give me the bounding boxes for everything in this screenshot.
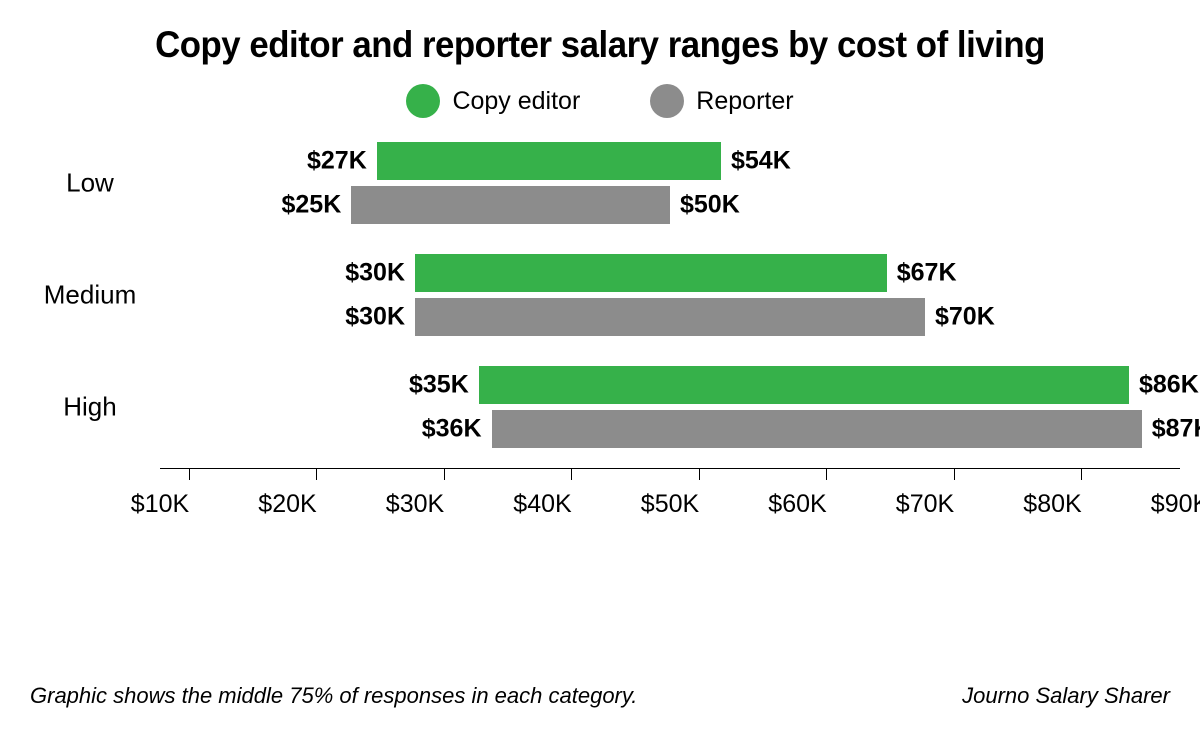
bar-high-label: $54K [731, 147, 791, 176]
tick-mark [699, 468, 700, 480]
range-bar [377, 142, 721, 180]
bar-high-label: $87K [1152, 415, 1200, 444]
salary-range-chart: Copy editor and reporter salary ranges b… [0, 0, 1200, 731]
tick-mark [954, 468, 955, 480]
category-label: Medium [30, 280, 150, 311]
axis-tick: $40K [543, 468, 601, 519]
range-bar [492, 410, 1142, 448]
group-high: High$35K$86K$36K$87K [160, 366, 1180, 448]
axis-tick: $80K [1053, 468, 1111, 519]
bar-row: $36K$87K [160, 410, 1180, 448]
group-low: Low$27K$54K$25K$50K [160, 142, 1180, 224]
bar-row: $30K $67K [160, 254, 1180, 292]
legend-item-copy-editor: Copy editor [406, 84, 580, 118]
legend-swatch-icon [650, 84, 684, 118]
tick-mark [189, 468, 190, 480]
group-medium: Medium$30K$67K$30K$70K [160, 254, 1180, 336]
bar-low-label: $35K [409, 371, 469, 400]
tick-mark [316, 468, 317, 480]
range-bar [415, 298, 925, 336]
bar-high-label: $70K [935, 303, 995, 332]
tick-mark [444, 468, 445, 480]
range-bar [479, 366, 1129, 404]
tick-label: $50K [641, 490, 699, 519]
legend-label: Copy editor [452, 87, 580, 116]
bar-low-label: $30K [345, 259, 405, 288]
tick-label: $30K [386, 490, 444, 519]
tick-label: $70K [896, 490, 954, 519]
category-label: Low [30, 168, 150, 199]
footer-note: Graphic shows the middle 75% of response… [30, 683, 637, 709]
tick-label: $20K [258, 490, 316, 519]
bar-row: $25K $50K [160, 186, 1180, 224]
tick-label: $10K [131, 490, 189, 519]
axis-tick: $50K [670, 468, 728, 519]
tick-mark [571, 468, 572, 480]
axis-tick: $20K [288, 468, 346, 519]
tick-label: $40K [513, 490, 571, 519]
axis-tick: $70K [925, 468, 983, 519]
axis-tick: $90K [1180, 468, 1200, 519]
bar-high-label: $67K [897, 259, 957, 288]
tick-label: $90K [1151, 490, 1200, 519]
legend-item-reporter: Reporter [650, 84, 793, 118]
bar-low-label: $27K [307, 147, 367, 176]
bar-row: $27K $54K [160, 142, 1180, 180]
bar-high-label: $86K [1139, 371, 1199, 400]
bar-high-label: $50K [680, 191, 740, 220]
legend-swatch-icon [406, 84, 440, 118]
bar-row: $35K$86K [160, 366, 1180, 404]
bar-low-label: $36K [422, 415, 482, 444]
legend-label: Reporter [696, 87, 793, 116]
bar-row: $30K $70K [160, 298, 1180, 336]
axis-tick: $10K [160, 468, 218, 519]
footer-source: Journo Salary Sharer [962, 683, 1170, 709]
axis-tick: $60K [798, 468, 856, 519]
range-bar [415, 254, 887, 292]
tick-mark [1081, 468, 1082, 480]
chart-footer: Graphic shows the middle 75% of response… [30, 683, 1170, 709]
legend: Copy editor Reporter [30, 84, 1170, 118]
bar-low-label: $25K [281, 191, 341, 220]
tick-label: $60K [768, 490, 826, 519]
range-bar [351, 186, 670, 224]
tick-mark [826, 468, 827, 480]
bar-low-label: $30K [345, 303, 405, 332]
axis-tick: $30K [415, 468, 473, 519]
tick-label: $80K [1023, 490, 1081, 519]
category-label: High [30, 392, 150, 423]
plot-area: Low$27K$54K$25K$50KMedium$30K$67K$30K$70… [160, 142, 1180, 468]
chart-title: Copy editor and reporter salary ranges b… [64, 24, 1136, 66]
